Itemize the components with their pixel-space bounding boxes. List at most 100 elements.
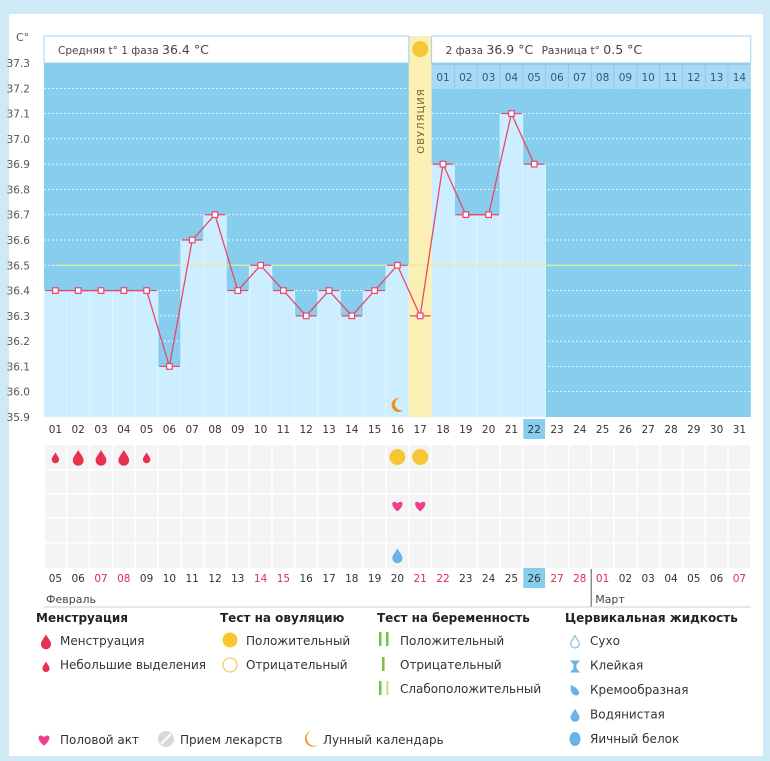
calendar-date-label: 05: [687, 573, 700, 585]
cycle-day-label: 13: [322, 424, 335, 436]
legend-item-menstruation: Менструация: [60, 634, 144, 648]
cycle-day-label: 14: [345, 424, 359, 436]
temp-bar: [294, 315, 318, 418]
cycle-day-label: 30: [710, 424, 723, 436]
legend-light-spotting-icon: [42, 661, 50, 673]
temp-point: [120, 287, 128, 294]
temp-bar: [112, 290, 136, 418]
top-day-cell: [705, 65, 728, 89]
calendar-date-label: 23: [459, 573, 472, 585]
month-label-feb: Февраль: [46, 593, 96, 606]
cycle-day-label: 08: [208, 424, 221, 436]
legend-preg-positive-icon: [379, 632, 382, 646]
legend-title-cervical: Цервикальная жидкость: [565, 611, 738, 625]
top-day-label: 03: [482, 72, 495, 84]
cycle-day-label: 07: [186, 424, 199, 436]
cycle-day-label: 17: [414, 424, 427, 436]
cycle-day-label: 22: [528, 424, 541, 436]
y-tick-label: 36.8: [7, 184, 30, 196]
top-day-label: 06: [550, 72, 564, 84]
temp-bar: [203, 214, 227, 418]
calendar-date-label: 24: [482, 573, 496, 585]
top-day-cell: [637, 65, 660, 89]
temp-point: [97, 287, 105, 294]
top-day-label: 14: [733, 72, 747, 84]
temp-bar: [134, 290, 159, 418]
top-day-cell: [523, 65, 546, 89]
temp-bar: [454, 214, 478, 418]
legend-medication-stroke: [160, 733, 172, 745]
calendar-date-label: 17: [322, 573, 335, 585]
legend-item-watery: Водянистая: [590, 708, 665, 722]
calendar-date-label: 05: [49, 573, 62, 585]
ovulation-test-positive-icon: [412, 449, 429, 465]
cervical-watery-icon: [392, 548, 403, 564]
temp-bar: [157, 366, 182, 418]
cycle-day-label: 24: [573, 424, 587, 436]
cycle-day-label: 03: [94, 424, 107, 436]
top-day-cell: [500, 65, 523, 89]
legend-item-medication: Прием лекарств: [180, 733, 283, 747]
temp-bar: [340, 315, 364, 418]
top-day-cell: [591, 65, 614, 89]
cycle-day-label: 21: [505, 424, 518, 436]
legend-moon-icon: [305, 731, 318, 747]
legend-eggwhite-icon: [569, 732, 581, 746]
cycle-day-label: 31: [733, 424, 746, 436]
cycle-day-label: 15: [368, 424, 381, 436]
top-day-cell: [546, 65, 568, 89]
calendar-date-label: 12: [208, 573, 221, 585]
temp-bar: [180, 239, 204, 418]
legend-item-ovu-negative: Отрицательный: [246, 658, 348, 672]
temp-point: [439, 160, 447, 168]
moon-shape: [391, 397, 404, 412]
menstruation-drop-icon: [95, 449, 107, 466]
legend-positive-dot-icon: [222, 632, 238, 648]
cycle-day-label: 28: [664, 424, 677, 436]
temp-point: [462, 211, 470, 219]
top-day-label: 01: [436, 72, 449, 84]
calendar-date-label: 21: [414, 573, 427, 585]
y-tick-label: 36.4: [7, 286, 31, 298]
ovulation-label: ОВУЛЯЦИЯ: [416, 88, 427, 154]
legend-item-light: Небольшие выделения: [60, 658, 206, 672]
cycle-day-label: 12: [300, 424, 313, 436]
cycle-day-label: 05: [140, 424, 153, 436]
calendar-date-label: 28: [573, 573, 586, 585]
intercourse-heart-icon: [415, 501, 426, 512]
legend-dry-icon: [570, 634, 580, 649]
calendar-date-label: 09: [140, 573, 153, 585]
temp-point: [211, 211, 219, 219]
calendar-date-label: 26: [528, 573, 542, 585]
temp-point: [302, 312, 310, 320]
current-day-cell: [523, 419, 546, 439]
temp-bar: [362, 290, 387, 418]
top-day-label: 09: [619, 72, 632, 84]
temp-point: [371, 287, 378, 294]
phase2-header: [431, 35, 752, 64]
cycle-day-label: 04: [117, 424, 131, 436]
temp-point: [188, 236, 196, 244]
y-tick-label: 36.3: [7, 311, 30, 323]
y-tick-label: 37.1: [7, 109, 30, 121]
y-tick-label: 36.6: [7, 235, 31, 247]
temp-point: [280, 287, 287, 294]
cycle-day-label: 27: [642, 424, 655, 436]
menstruation-drop-icon: [118, 449, 130, 466]
legend-preg-positive-icon: [386, 632, 389, 646]
calendar-date-label: 10: [163, 573, 176, 585]
legend-watery-icon: [570, 708, 580, 722]
y-unit-label: C°: [16, 31, 29, 44]
legend-menstruation-icon: [40, 634, 52, 650]
temp-point: [257, 261, 264, 269]
legend-preg-negative-icon: [382, 657, 385, 671]
temp-bar: [43, 290, 68, 418]
temp-point: [325, 287, 333, 294]
calendar-date-label: 14: [254, 573, 268, 585]
y-tick-label: 36.7: [7, 210, 30, 222]
y-tick-label: 36.9: [7, 159, 30, 171]
temp-bar: [476, 214, 501, 418]
temp-point: [51, 287, 59, 294]
calendar-date-label: 03: [642, 573, 655, 585]
